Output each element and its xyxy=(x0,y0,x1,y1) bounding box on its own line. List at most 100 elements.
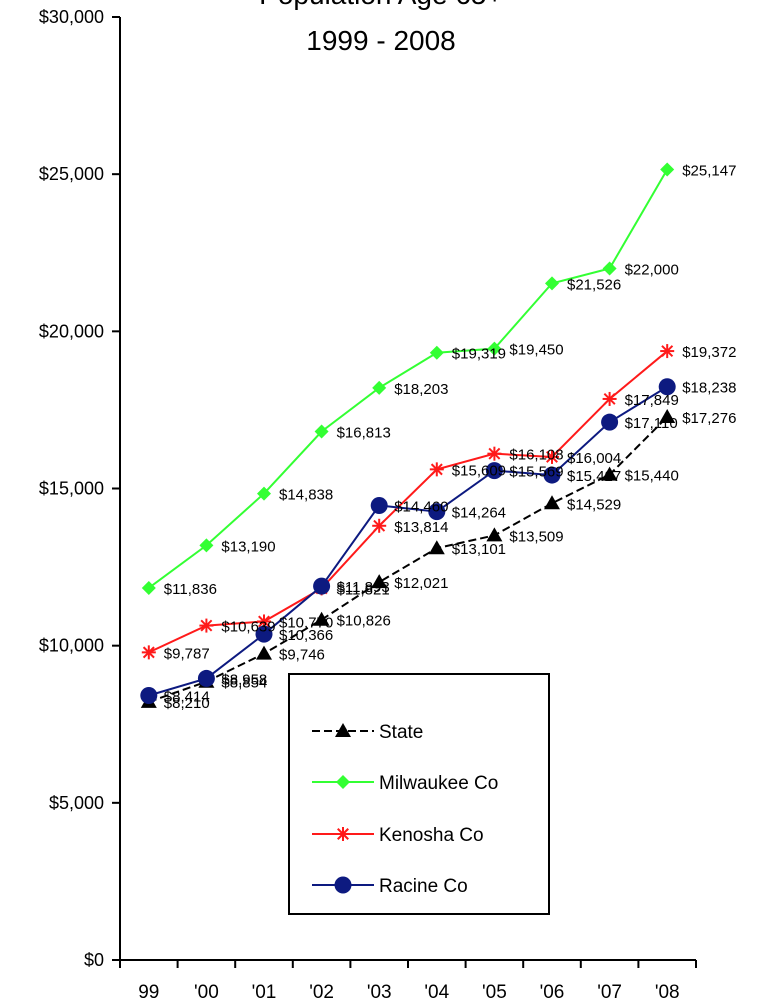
series-point xyxy=(372,518,387,533)
y-tick-label: $0 xyxy=(84,950,104,970)
series-point xyxy=(543,466,561,484)
series-point xyxy=(428,540,445,555)
series-point xyxy=(371,574,388,589)
data-label: $12,021 xyxy=(394,575,448,592)
data-label: $16,813 xyxy=(337,425,391,442)
x-tick-label: '04 xyxy=(424,982,449,1003)
data-label: $14,460 xyxy=(394,498,448,515)
data-label: $14,838 xyxy=(279,487,333,504)
data-label: $16,108 xyxy=(509,447,563,464)
series-point xyxy=(486,527,503,542)
series-point xyxy=(658,378,676,396)
legend: State Milwaukee Co Kenosha Co Racine Co xyxy=(288,673,550,915)
data-label: $18,203 xyxy=(394,381,448,398)
series-point xyxy=(545,276,559,291)
data-label: $19,450 xyxy=(509,342,563,359)
y-tick-label: $5,000 xyxy=(49,793,104,813)
series-lines xyxy=(148,169,669,703)
series-point xyxy=(257,486,271,501)
series-point xyxy=(313,577,331,595)
x-tick-label: '01 xyxy=(252,982,277,1003)
data-label: $11,893 xyxy=(337,579,390,596)
data-label: $17,110 xyxy=(625,415,678,432)
data-label: $13,814 xyxy=(394,519,448,536)
series-point xyxy=(601,466,618,481)
legend-label: State xyxy=(379,722,423,743)
chart-title: Population Age 65+ 1999 - 2008 xyxy=(259,0,503,56)
x-tick-label: '07 xyxy=(597,982,622,1003)
y-tick-label: $20,000 xyxy=(39,321,104,341)
data-label: $14,264 xyxy=(452,505,506,522)
series-line-milwaukee-co xyxy=(148,169,669,589)
series-point xyxy=(314,424,329,439)
data-label: $13,190 xyxy=(221,538,275,555)
data-label: $13,509 xyxy=(509,528,563,545)
data-label: $21,526 xyxy=(567,276,621,293)
series-point xyxy=(140,687,158,705)
y-tick-label: $25,000 xyxy=(39,164,104,184)
chart-title-line: Population Age 65+ xyxy=(259,0,503,10)
chart-title-line: 1999 - 2008 xyxy=(306,25,455,56)
data-label: $14,529 xyxy=(567,496,621,513)
data-label: $15,440 xyxy=(625,468,679,485)
series-point xyxy=(602,261,617,276)
series-point xyxy=(370,496,388,514)
series-point xyxy=(199,618,214,633)
data-label: $8,210 xyxy=(164,695,210,712)
data-label: $9,787 xyxy=(164,645,210,662)
series-point xyxy=(197,669,215,687)
data-label: $17,276 xyxy=(682,410,736,427)
x-tick-label: '06 xyxy=(540,982,565,1003)
y-tick-label: $10,000 xyxy=(39,636,104,656)
data-label: $19,319 xyxy=(452,346,506,363)
data-label: $15,609 xyxy=(452,462,506,479)
series-point xyxy=(602,391,617,406)
data-label: $10,826 xyxy=(337,613,391,630)
y-tick-label: $30,000 xyxy=(39,7,104,27)
data-label: $13,101 xyxy=(452,541,506,558)
data-label: $15,427 xyxy=(567,468,621,485)
data-label: $11,836 xyxy=(164,581,217,598)
data-label: $10,366 xyxy=(279,627,333,644)
series-point xyxy=(660,344,675,359)
data-label: $11,821 xyxy=(337,581,390,598)
series-point xyxy=(256,645,272,660)
legend-box xyxy=(288,673,550,915)
series-point xyxy=(429,345,444,360)
series-point xyxy=(372,380,387,395)
x-tick-label: 99 xyxy=(138,982,159,1003)
data-label: $8,958 xyxy=(221,671,267,688)
series-point xyxy=(487,341,502,356)
series-line-kenosha-co xyxy=(148,350,668,654)
legend-marker xyxy=(336,775,350,789)
series-point xyxy=(141,645,156,660)
data-label: $8,854 xyxy=(221,675,267,692)
data-label: $18,238 xyxy=(682,380,736,397)
series-point xyxy=(199,538,214,553)
legend-label: Milwaukee Co xyxy=(379,773,498,794)
series-point xyxy=(428,503,446,521)
y-tick-label: $15,000 xyxy=(39,479,104,499)
data-label: $10,639 xyxy=(221,619,275,636)
x-tick-label: '05 xyxy=(482,982,507,1003)
series-point xyxy=(255,625,273,643)
data-label: $19,372 xyxy=(682,344,736,361)
x-tick-label: '08 xyxy=(655,982,680,1003)
series-point xyxy=(601,413,619,431)
series-point xyxy=(429,462,444,477)
series-point xyxy=(141,580,156,595)
data-label: $15,569 xyxy=(509,464,563,481)
data-label: $16,004 xyxy=(567,450,621,467)
legend-marker xyxy=(334,876,352,894)
legend-marker xyxy=(336,827,350,841)
series-point xyxy=(659,408,676,423)
data-label: $8,414 xyxy=(164,689,210,706)
x-tick-label: '00 xyxy=(194,982,219,1003)
x-axis: 99 '00 '01 '02 '03 '04 '05 '06 '07 '08 xyxy=(119,959,697,1003)
legend-marker xyxy=(335,723,351,737)
series-point xyxy=(545,449,559,464)
data-label: $9,746 xyxy=(279,647,325,664)
series-point xyxy=(544,495,560,510)
x-tick-label: '02 xyxy=(309,982,334,1003)
